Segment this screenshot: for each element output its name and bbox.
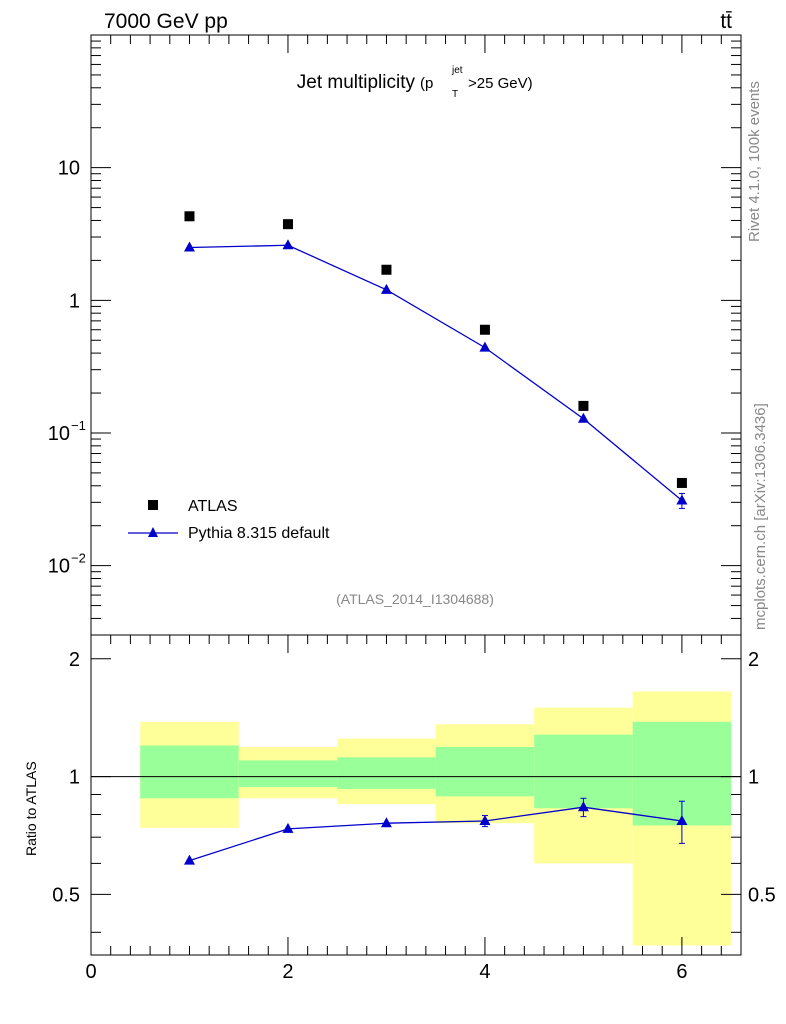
ratio-point: [282, 822, 294, 833]
pythia-point: [183, 241, 195, 252]
legend-marker-atlas: [148, 500, 158, 510]
y-tick-label: 10: [48, 423, 70, 445]
title-sub-sub: T: [452, 89, 458, 100]
chart-title-sub: (p: [420, 75, 433, 92]
main-plot-frame: [90, 34, 742, 636]
stat-uncertainty-band: [238, 760, 338, 788]
side-label-bottom: mcplots.cern.ch [arXiv:1306.3436]: [752, 403, 769, 630]
pythia-point: [479, 341, 491, 352]
ratio-y-tick-label-right: 0.5: [748, 884, 776, 906]
y-tick-label: 10: [58, 158, 80, 180]
y-tick-exponent: −2: [71, 551, 86, 566]
ratio-y-tick-label-right: 1: [748, 767, 759, 789]
ratio-y-tick-label: 1: [69, 767, 80, 789]
series-line-pythia: [189, 244, 683, 501]
x-tick-label: 2: [282, 961, 293, 983]
ratio-point: [676, 814, 688, 825]
analysis-label: (ATLAS_2014_I1304688): [336, 591, 494, 607]
atlas-point: [479, 324, 490, 335]
stat-uncertainty-band: [435, 747, 535, 797]
title-main: Jet multiplicity: [297, 72, 416, 93]
title-sub-tail: >25 GeV): [468, 75, 533, 92]
ratio-point: [577, 801, 589, 812]
header-right: tt̄: [720, 10, 732, 33]
ratio-y-tick-label-right: 2: [748, 649, 759, 671]
chart-title: Jet multiplicity: [297, 72, 416, 93]
atlas-point: [578, 400, 589, 411]
ratio-plot-frame: [90, 634, 742, 956]
ratio-plot: 0 2 4 6 2 2 1 1 0.5 0.5: [52, 635, 776, 983]
y-tick-label: 1: [69, 290, 80, 312]
x-tick-label: 0: [85, 961, 96, 983]
x-tick-label: 6: [676, 961, 687, 983]
stat-uncertainty-band: [140, 745, 239, 799]
title-sub: (p: [420, 75, 433, 92]
atlas-point: [282, 219, 293, 230]
ratio-point: [183, 854, 195, 865]
ratio-y-tick-label: 0.5: [52, 884, 80, 906]
ratio-point: [479, 814, 491, 825]
legend-label-pythia: Pythia 8.315 default: [188, 525, 330, 542]
pythia-point: [380, 283, 392, 294]
ratio-point: [380, 817, 392, 828]
ratio-line-pythia: [189, 806, 682, 862]
y-tick-label: 10: [48, 556, 70, 578]
atlas-point: [184, 211, 195, 222]
atlas-point: [381, 264, 392, 275]
x-tick-label: 4: [479, 961, 490, 983]
ratio-y-tick-label: 2: [69, 649, 80, 671]
header-left: 7000 GeV pp: [104, 10, 228, 33]
pythia-point: [577, 412, 589, 423]
side-label-top: Rivet 4.1.0, 100k events: [746, 81, 763, 242]
pythia-point: [676, 494, 688, 505]
legend-label-atlas: ATLAS: [188, 498, 238, 515]
legend-marker-pythia: [148, 527, 158, 537]
stat-uncertainty-band: [534, 734, 633, 809]
pythia-point: [282, 239, 294, 250]
stat-uncertainty-band: [337, 757, 436, 789]
y-tick-exponent: −1: [71, 418, 86, 433]
atlas-point: [676, 477, 687, 488]
ratio-ylabel: Ratio to ATLAS: [23, 761, 39, 856]
title-sub-sup: jet: [451, 65, 463, 76]
legend: ATLAS Pythia 8.315 default: [128, 498, 330, 542]
